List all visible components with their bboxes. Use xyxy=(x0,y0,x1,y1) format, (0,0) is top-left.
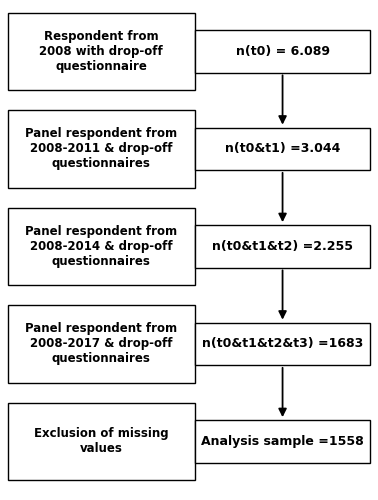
Text: Analysis sample =1558: Analysis sample =1558 xyxy=(201,435,364,448)
FancyBboxPatch shape xyxy=(8,208,195,285)
FancyBboxPatch shape xyxy=(195,420,370,463)
Text: n(t0&t1) =3.044: n(t0&t1) =3.044 xyxy=(225,142,340,155)
Text: n(t0&t1&t2) =2.255: n(t0&t1&t2) =2.255 xyxy=(212,240,353,253)
FancyBboxPatch shape xyxy=(195,128,370,170)
FancyBboxPatch shape xyxy=(8,12,195,90)
FancyBboxPatch shape xyxy=(8,110,195,188)
FancyBboxPatch shape xyxy=(195,322,370,365)
FancyBboxPatch shape xyxy=(195,225,370,268)
FancyBboxPatch shape xyxy=(8,305,195,382)
FancyBboxPatch shape xyxy=(195,30,370,72)
Text: Panel respondent from
2008-2011 & drop-off
questionnaires: Panel respondent from 2008-2011 & drop-o… xyxy=(25,127,177,170)
Text: Exclusion of missing
values: Exclusion of missing values xyxy=(34,427,169,456)
FancyBboxPatch shape xyxy=(8,402,195,480)
Text: Respondent from
2008 with drop-off
questionnaire: Respondent from 2008 with drop-off quest… xyxy=(39,30,163,72)
Text: n(t0&t1&t2&t3) =1683: n(t0&t1&t2&t3) =1683 xyxy=(202,338,363,350)
Text: Panel respondent from
2008-2014 & drop-off
questionnaires: Panel respondent from 2008-2014 & drop-o… xyxy=(25,225,177,268)
Text: Panel respondent from
2008-2017 & drop-off
questionnaires: Panel respondent from 2008-2017 & drop-o… xyxy=(25,322,177,365)
Text: n(t0) = 6.089: n(t0) = 6.089 xyxy=(235,45,330,58)
